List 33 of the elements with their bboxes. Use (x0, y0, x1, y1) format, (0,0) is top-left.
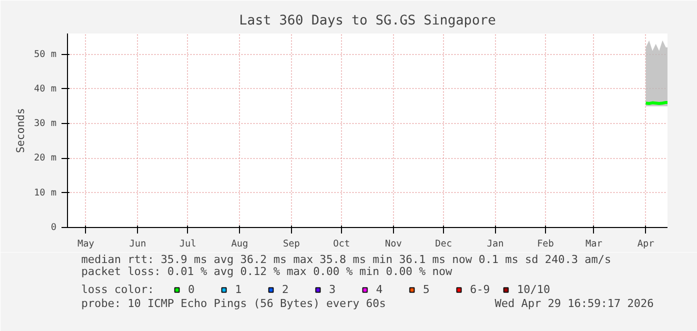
legend-label: 4 (376, 283, 384, 296)
y-tick-label: 0 (50, 222, 57, 233)
legend-label: 10/10 (517, 283, 550, 296)
y-axis-title: Seconds (14, 108, 28, 153)
y-tick-label: 20 m (34, 152, 57, 164)
x-tick-label: Jun (129, 238, 146, 250)
legend-label: 5 (423, 283, 431, 296)
x-tick-label: Sep (283, 238, 300, 250)
x-tick-label: Jan (486, 238, 504, 250)
x-tick-label: Jul (179, 238, 196, 250)
y-tick-label: 40 m (34, 83, 57, 94)
x-tick-label: Nov (384, 238, 402, 250)
y-tick-label: 50 m (34, 48, 57, 60)
y-tick-label: 10 m (34, 187, 57, 198)
legend-label: 6-9 (470, 283, 490, 296)
legend-label: 3 (329, 283, 337, 296)
x-tick-label: Dec (435, 238, 452, 250)
x-tick-label: Apr (637, 238, 655, 250)
text: probe: 10 ICMP Echo Pings (56 Bytes) every 60s (81, 297, 386, 310)
text: median rtt: 35.9 ms avg 36.2 ms max 35.8 ms min 36.1 ms now 0.1 ms sd 240.3 am/s (81, 253, 612, 266)
chart-title: Last 360 Days to SG.GS Singapore (239, 14, 496, 28)
legend-label: 1 (235, 283, 243, 296)
text: Wed Apr 29 16:59:17 2026 (494, 297, 654, 310)
x-tick-label: Oct (333, 238, 350, 250)
x-tick-label: Feb (537, 238, 554, 250)
text: packet loss: 0.01 % avg 0.12 % max 0.00 % min 0.00 % now (81, 265, 453, 278)
x-tick-label: Aug (231, 238, 248, 250)
y-tick-label: 30 m (34, 118, 57, 130)
legend-label: 0 (188, 283, 196, 296)
legend-label: 2 (282, 283, 290, 296)
x-tick-label: Mar (586, 238, 603, 250)
legend-title: loss color: (81, 283, 154, 296)
x-tick-label: May (77, 238, 95, 250)
